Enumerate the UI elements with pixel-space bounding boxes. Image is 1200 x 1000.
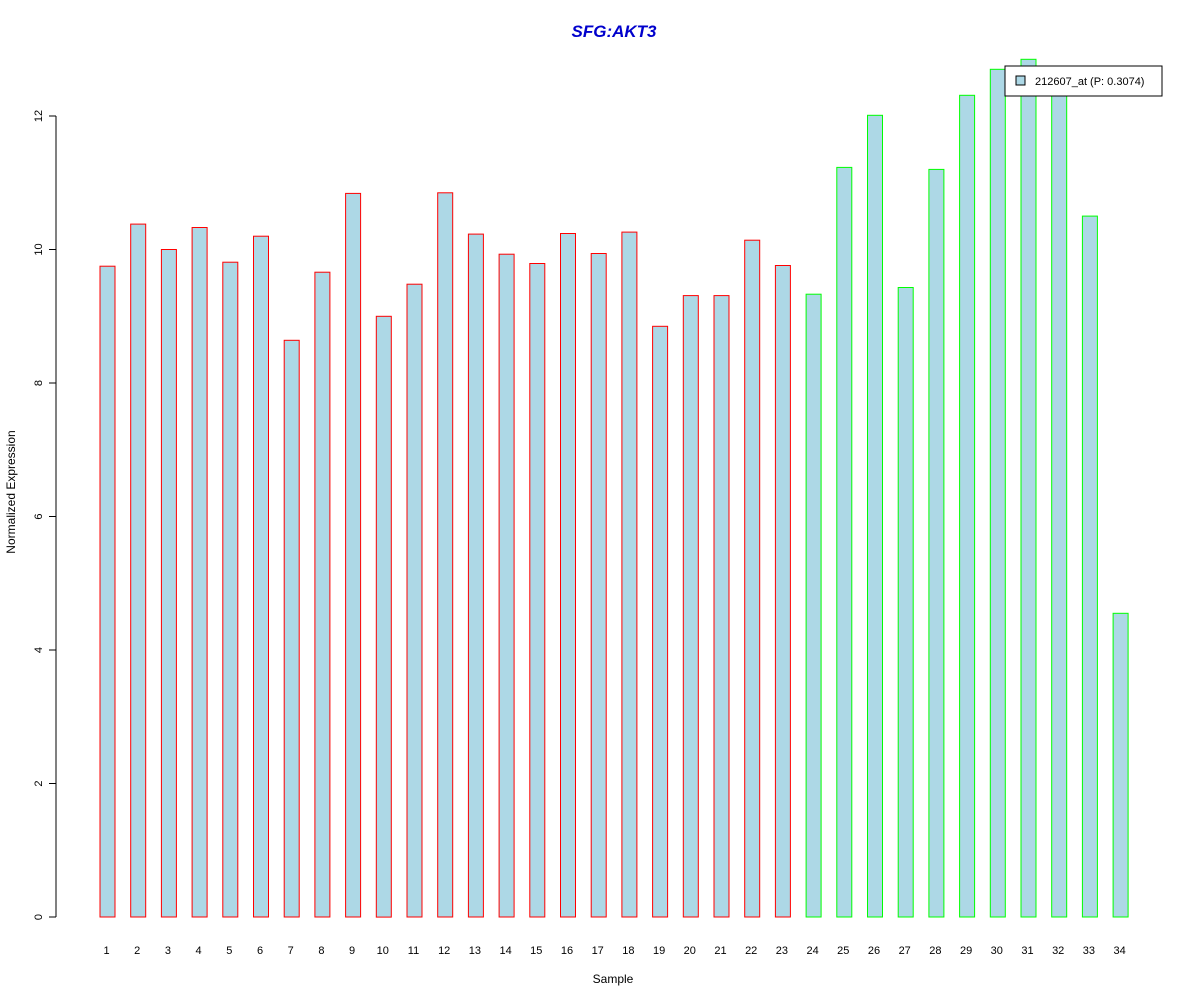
bar <box>99 265 116 918</box>
x-tick-label: 18 <box>622 945 634 957</box>
bar <box>1112 612 1129 918</box>
x-tick-label: 19 <box>653 945 665 957</box>
x-tick-label: 6 <box>257 945 263 957</box>
bar <box>959 94 976 918</box>
bar <box>529 263 546 918</box>
bar <box>406 283 423 918</box>
x-tick-label: 4 <box>196 945 202 957</box>
bar <box>283 339 300 918</box>
x-tick-label: 24 <box>806 945 818 957</box>
y-axis-label: Normalized Expression <box>4 430 18 553</box>
x-tick-label: 10 <box>377 945 389 957</box>
x-tick-label: 5 <box>226 945 232 957</box>
bar <box>345 192 362 918</box>
bar <box>774 265 791 918</box>
y-tick-label: 12 <box>33 110 45 122</box>
x-tick-label: 30 <box>991 945 1003 957</box>
bar <box>314 271 331 918</box>
x-tick-label: 26 <box>868 945 880 957</box>
bar <box>621 231 638 918</box>
x-tick-label: 22 <box>745 945 757 957</box>
bar <box>467 233 484 918</box>
bar <box>867 114 883 918</box>
x-tick-label: 15 <box>530 945 542 957</box>
x-tick-label: 3 <box>165 945 171 957</box>
bar <box>1081 215 1098 918</box>
y-tick-label: 4 <box>33 647 45 653</box>
bar <box>836 166 853 918</box>
bar <box>652 325 669 918</box>
bar <box>130 223 147 918</box>
bar <box>375 315 392 918</box>
x-tick-label: 16 <box>561 945 573 957</box>
x-tick-labels: 1 2 3 4 5 6 7 8 9 10 11 12 13 14 15 16 17 18 19 20 21 22 23 24 2… <box>103 945 1125 957</box>
bar <box>897 287 914 918</box>
x-tick-label: 32 <box>1052 945 1064 957</box>
y-tick-label: 10 <box>33 243 45 255</box>
bar <box>744 239 761 918</box>
x-tick-label: 20 <box>684 945 696 957</box>
x-tick-label: 31 <box>1021 945 1033 957</box>
x-tick-label: 12 <box>438 945 450 957</box>
x-tick-label: 7 <box>288 945 294 957</box>
chart-title: SFG:AKT3 <box>572 22 658 41</box>
x-tick-label: 17 <box>592 945 604 957</box>
bar <box>682 295 699 918</box>
x-tick-label: 29 <box>960 945 972 957</box>
x-tick-label: 11 <box>408 945 419 957</box>
x-tick-label: 25 <box>837 945 849 957</box>
bar <box>590 253 607 918</box>
x-tick-label: 33 <box>1083 945 1095 957</box>
bar <box>989 68 1006 918</box>
bar <box>222 261 239 918</box>
bar <box>191 227 208 918</box>
bar <box>713 295 730 918</box>
bar <box>160 249 177 918</box>
y-tick-label: 8 <box>33 380 45 386</box>
x-tick-label: 13 <box>469 945 481 957</box>
bar <box>253 235 269 918</box>
bar <box>928 168 945 918</box>
y-axis: 0 2 4 6 8 10 12 <box>33 110 57 920</box>
x-tick-label: 2 <box>134 945 140 957</box>
x-tick-label: 34 <box>1113 945 1125 957</box>
legend-box <box>1004 65 1163 97</box>
x-tick-label: 28 <box>929 945 941 957</box>
bar <box>805 293 822 918</box>
legend-swatch <box>1015 75 1026 86</box>
x-tick-label: 9 <box>349 945 355 957</box>
x-tick-label: 23 <box>776 945 788 957</box>
x-tick-label: 1 <box>103 945 109 957</box>
x-axis-label: Sample <box>593 972 634 986</box>
y-tick-label: 6 <box>33 513 45 519</box>
x-tick-label: 14 <box>499 945 511 957</box>
legend-label: 212607_at (P: 0.3074) <box>1035 76 1144 88</box>
bar <box>1020 58 1037 918</box>
x-tick-label: 21 <box>714 945 726 957</box>
bar <box>1051 90 1068 918</box>
x-tick-label: 27 <box>899 945 911 957</box>
x-tick-label: 8 <box>318 945 324 957</box>
bar <box>498 253 515 918</box>
bar <box>560 233 576 918</box>
y-tick-label: 2 <box>33 780 45 786</box>
bars <box>99 58 1129 918</box>
y-tick-label: 0 <box>33 914 45 920</box>
legend: 212607_at (P: 0.3074) <box>1004 65 1163 97</box>
bar <box>437 192 454 918</box>
